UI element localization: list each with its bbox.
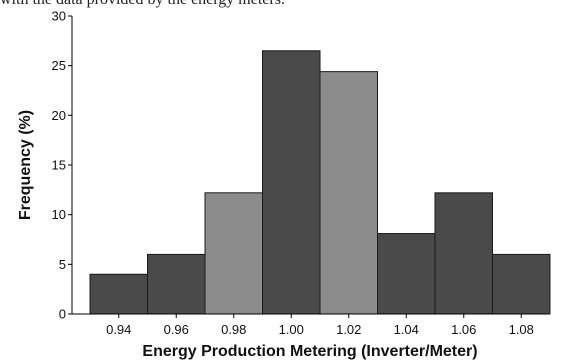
- x-tick-label: 0.98: [221, 322, 246, 337]
- x-tick-label: 1.00: [279, 322, 304, 337]
- x-tick-label: 1.02: [336, 322, 361, 337]
- y-tick-label: 30: [52, 9, 66, 24]
- x-tick-label: 1.08: [509, 322, 534, 337]
- bar-1.00: [262, 50, 321, 315]
- y-axis-title: Frequency (%): [17, 110, 34, 220]
- y-tick-label: 20: [52, 108, 66, 123]
- x-tick-label: 0.94: [106, 322, 131, 337]
- bars-group: [89, 50, 551, 315]
- y-ticks-group: 0 5 10 15 20 25 30: [52, 9, 72, 322]
- y-tick-label: 15: [52, 158, 66, 173]
- caption-fragment: with the data provided by the energy met…: [0, 0, 561, 11]
- x-tick-label: 0.96: [164, 322, 189, 337]
- x-tick-label: 1.06: [451, 322, 476, 337]
- y-tick-label: 0: [59, 307, 66, 322]
- bar-0.98: [204, 192, 263, 315]
- y-tick-label: 25: [52, 58, 66, 73]
- bar-0.96: [147, 253, 206, 315]
- bar-1.06: [434, 192, 493, 315]
- y-tick-label: 5: [59, 257, 66, 272]
- bar-1.08: [492, 253, 551, 315]
- x-tick-label: 1.04: [394, 322, 419, 337]
- bar-1.04: [377, 233, 436, 315]
- x-ticks-group: 0.94 0.96 0.98 1.00 1.02 1.04 1.06 1.08: [106, 314, 534, 337]
- x-axis-title: Energy Production Metering (Inverter/Met…: [142, 343, 477, 360]
- y-tick-label: 10: [52, 207, 66, 222]
- bar-1.02: [319, 71, 378, 315]
- bar-0.94: [89, 273, 148, 315]
